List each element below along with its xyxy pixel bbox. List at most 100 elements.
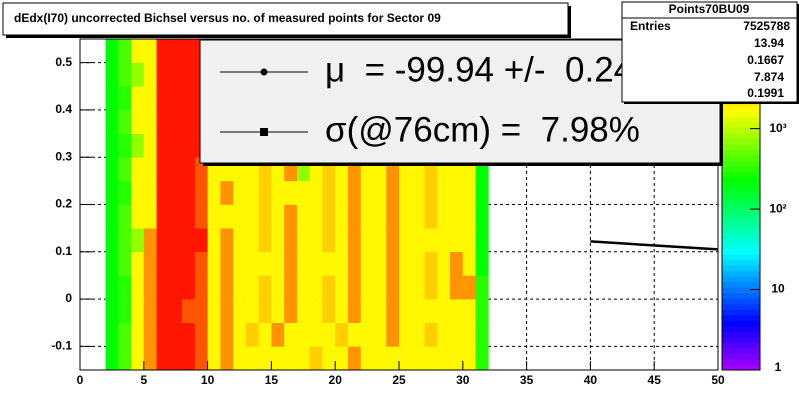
y-tick-label: 0.4 — [55, 102, 72, 116]
heatmap-cell — [169, 157, 183, 182]
heatmap-cell — [450, 228, 464, 253]
heatmap-cell — [322, 275, 336, 300]
heatmap-cell — [182, 346, 196, 371]
stats-value: 13.94 — [754, 36, 784, 50]
heatmap-cell — [411, 251, 425, 276]
heatmap-cell — [437, 228, 451, 253]
heatmap-cell — [373, 204, 387, 229]
stats-value: 7.874 — [754, 70, 784, 84]
heatmap-cell — [131, 251, 145, 276]
palette-swatch — [722, 254, 760, 261]
heatmap-cell — [437, 251, 451, 276]
heatmap-cell — [233, 251, 247, 276]
heatmap-cell — [207, 322, 221, 347]
heatmap-cell — [233, 322, 247, 347]
heatmap-cell — [118, 275, 132, 300]
heatmap-cell — [156, 322, 170, 347]
heatmap-cell — [143, 109, 157, 134]
heatmap-cell — [182, 251, 196, 276]
palette-swatch — [722, 154, 760, 161]
y-tick-label: 0.3 — [55, 149, 72, 163]
heatmap-cell — [411, 228, 425, 253]
heatmap-cell — [169, 86, 183, 111]
heatmap-cell — [296, 228, 310, 253]
stats-value: 0.1991 — [747, 86, 784, 100]
heatmap-cell — [258, 251, 272, 276]
heatmap-cell — [245, 299, 259, 324]
legend-marker — [260, 68, 268, 76]
heatmap-cell — [207, 204, 221, 229]
heatmap-cell — [194, 322, 208, 347]
heatmap-cell — [411, 204, 425, 229]
heatmap-cell — [335, 275, 349, 300]
heatmap-cell — [284, 204, 298, 229]
heatmap-cell — [220, 346, 234, 371]
palette-swatch — [722, 187, 760, 194]
stats-value: 0.1667 — [747, 53, 784, 67]
heatmap-cell — [105, 251, 119, 276]
profile-line — [590, 240, 719, 251]
legend-marker — [260, 128, 268, 136]
heatmap-cell — [462, 228, 476, 253]
heatmap-cell — [450, 299, 464, 324]
palette-swatch — [722, 149, 760, 156]
heatmap-cell — [309, 251, 323, 276]
heatmap-cell — [194, 228, 208, 253]
heatmap-cell — [105, 86, 119, 111]
palette-swatch — [722, 204, 760, 211]
heatmap-cell — [143, 299, 157, 324]
heatmap-cell — [194, 251, 208, 276]
heatmap-cell — [296, 251, 310, 276]
x-tick-label: 40 — [584, 373, 598, 387]
heatmap-cell — [118, 251, 132, 276]
heatmap-cell — [322, 180, 336, 205]
heatmap-cell — [462, 251, 476, 276]
heatmap-cell — [462, 180, 476, 205]
heatmap-cell — [169, 322, 183, 347]
heatmap-cell — [118, 299, 132, 324]
heatmap-cell — [462, 299, 476, 324]
heatmap-cell — [373, 251, 387, 276]
z-tick-label: 10² — [769, 201, 786, 215]
heatmap-cell — [424, 322, 438, 347]
y-tick-label: 0 — [65, 291, 72, 305]
palette-swatch — [722, 143, 760, 150]
heatmap-cell — [207, 299, 221, 324]
heatmap-cell — [182, 39, 196, 63]
heatmap-cell — [309, 204, 323, 229]
heatmap-cell — [309, 228, 323, 253]
heatmap-cell — [411, 299, 425, 324]
heatmap-cell — [386, 275, 400, 300]
heatmap-cell — [245, 204, 259, 229]
heatmap-cell — [360, 346, 374, 371]
heatmap-cell — [131, 299, 145, 324]
palette-swatch — [722, 110, 760, 117]
heatmap-cell — [118, 157, 132, 182]
heatmap-cell — [207, 228, 221, 253]
heatmap-cell — [143, 62, 157, 87]
heatmap-cell — [322, 251, 336, 276]
heatmap-cell — [169, 346, 183, 371]
heatmap-cell — [156, 62, 170, 87]
heatmap-cell — [450, 180, 464, 205]
heatmap-cell — [143, 204, 157, 229]
heatmap-cell — [411, 346, 425, 371]
heatmap-cell — [143, 180, 157, 205]
heatmap-cell — [322, 346, 336, 371]
heatmap-cell — [207, 275, 221, 300]
palette-swatch — [722, 121, 760, 128]
heatmap-cell — [182, 109, 196, 134]
x-tick-label: 0 — [77, 373, 84, 387]
heatmap-cell — [462, 275, 476, 300]
heatmap-cell — [118, 180, 132, 205]
heatmap-cell — [284, 322, 298, 347]
heatmap-cell — [169, 109, 183, 134]
heatmap-cell — [182, 180, 196, 205]
heatmap-cell — [386, 346, 400, 371]
heatmap-cell — [284, 228, 298, 253]
heatmap-cell — [182, 157, 196, 182]
heatmap-cell — [169, 133, 183, 158]
heatmap-cell — [335, 251, 349, 276]
heatmap-cell — [284, 346, 298, 371]
heatmap-cell — [271, 204, 285, 229]
